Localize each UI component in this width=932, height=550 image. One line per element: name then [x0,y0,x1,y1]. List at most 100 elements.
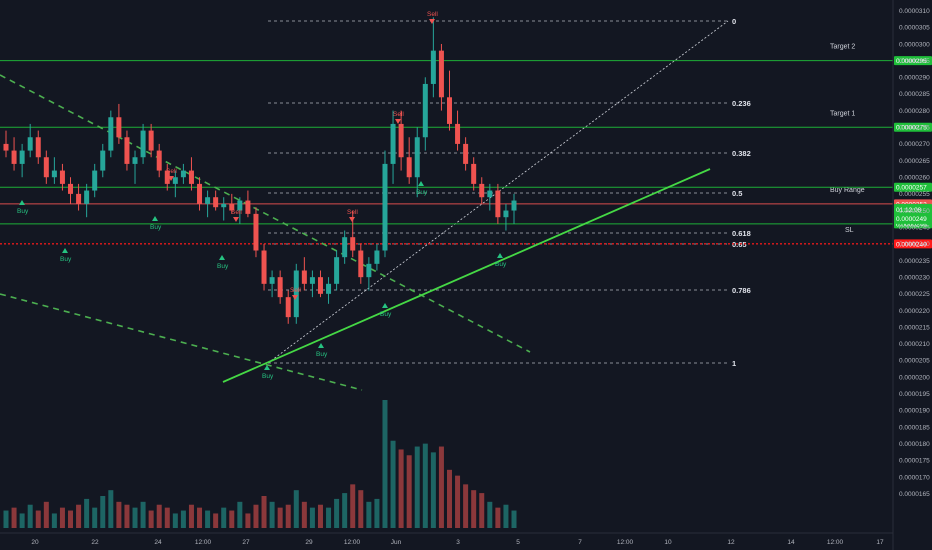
level-price-tag [894,56,932,66]
candle-body [124,137,130,164]
sell-signal-label: Sell [427,11,438,18]
time-tick-label: Jun [391,539,402,546]
buy-arrow-icon [264,365,270,370]
candle-body [350,237,356,251]
candle-body [285,297,291,318]
candle-body [374,250,380,264]
volume-bar [27,504,33,528]
candle-body [317,277,323,294]
price-tick-label: 0.0000175 [899,458,930,465]
price-tick-label: 0.0000185 [899,424,930,431]
candle-body [68,183,74,194]
volume-bar [237,501,243,528]
volume-bar [261,496,267,528]
price-tick-label: 0.0000290 [899,75,930,82]
volume-bar [430,452,436,528]
time-tick-label: 10 [664,539,672,546]
price-tick-label: 0.0000180 [899,441,930,448]
level-label: SL [845,227,854,234]
price-tick-label: 0.0000220 [899,308,930,315]
volume-bar [301,501,307,528]
volume-bar [156,504,162,528]
volume-bar [317,504,323,528]
candle-body [197,183,203,204]
time-tick-label: 12:00 [195,539,212,546]
fib-label: 0.786 [732,286,751,295]
candle-body [511,200,517,211]
sell-signal-label: Sell [231,209,242,216]
trendlines[interactable] [0,74,711,391]
candle-body [35,137,41,158]
candle-body [11,150,17,164]
fib-label: 0.236 [732,99,751,108]
price-tick-label: 0.0000190 [899,408,930,415]
time-tick-label: 12 [727,539,735,546]
volume-bar [277,507,283,528]
candle-body [59,170,65,184]
price-tick-label: 0.0000295 [899,58,930,65]
volume-bar [164,507,170,528]
price-tick-label: 0.0000245 [899,224,930,231]
uptrend-support-line [222,168,711,383]
buy-arrow-icon [62,248,68,253]
volume-bar [309,507,315,528]
candle-body [471,163,477,184]
candle-body [430,50,436,84]
volume-bar [479,493,485,528]
horizontal-levels[interactable]: Target 2 0.0000295 Target 1 0.0000275 Buy Ra… [0,44,932,249]
candle-body [132,157,138,164]
price-tick-label: 0.0000285 [899,91,930,98]
price-tick-label: 0.0000260 [899,175,930,182]
buy-arrow-icon [19,200,25,205]
time-tick-label: 14 [787,539,795,546]
price-tick-label: 0.0000275 [899,125,930,132]
candle-body [398,123,404,158]
candle-body [487,190,493,198]
candle-body [188,170,194,184]
candle-body [334,257,340,284]
candle-body [76,193,82,204]
sell-signal-label: Sell [393,111,404,118]
time-tick-label: 5 [516,539,520,546]
volume-bar [285,504,291,528]
price-tick-label: 0.0000230 [899,274,930,281]
price-tick-label: 0.0000225 [899,291,930,298]
sell-arrow-icon [292,295,298,300]
price-tick-label: 0.0000250 [899,208,930,215]
level-label: Target 1 [830,110,855,117]
candle-body [221,203,227,208]
fib-label: 0.65 [732,240,747,249]
price-tick-label: 0.0000300 [899,41,930,48]
buy-signal-label: Buy [60,256,72,263]
candle-body [382,163,388,251]
candle-body [463,143,469,164]
candle-body [326,283,332,294]
buy-sell-signals: Buy Buy Buy Buy Buy Buy Buy Buy Buy Sell Sell Sell S… [17,11,507,380]
volume-bar [19,513,25,528]
volume-bar [43,501,49,528]
volume-bar [11,507,17,528]
level-label: Target 2 [830,44,855,51]
level-price-text: 0.0000257 [896,185,927,192]
volume-bar [84,498,90,528]
sell-signal-label: Sell [347,209,358,216]
candle-body [446,97,452,124]
volume-bar [172,513,178,528]
volume-bar [221,507,227,528]
candle-body [164,170,170,184]
candle-body [342,237,348,258]
volume-bar [414,446,420,528]
volume-bar [188,504,194,528]
level-price-tag [894,239,932,249]
candle-body [84,190,90,204]
sell-arrow-icon [168,176,174,181]
candle-body [156,150,162,171]
candle-body [414,137,420,178]
level-price-tag [894,122,932,132]
candle-body [27,137,33,151]
candle-body [261,250,267,284]
price-axis[interactable]: 0.0000310 0.0000305 0.0000300 0.0000295 0.00… [892,0,930,550]
time-axis[interactable]: 20 22 24 12:00 27 29 12:00 Jun 3 5 7 12:00 10 12 14 12:… [0,532,893,546]
candle-body [148,130,154,151]
